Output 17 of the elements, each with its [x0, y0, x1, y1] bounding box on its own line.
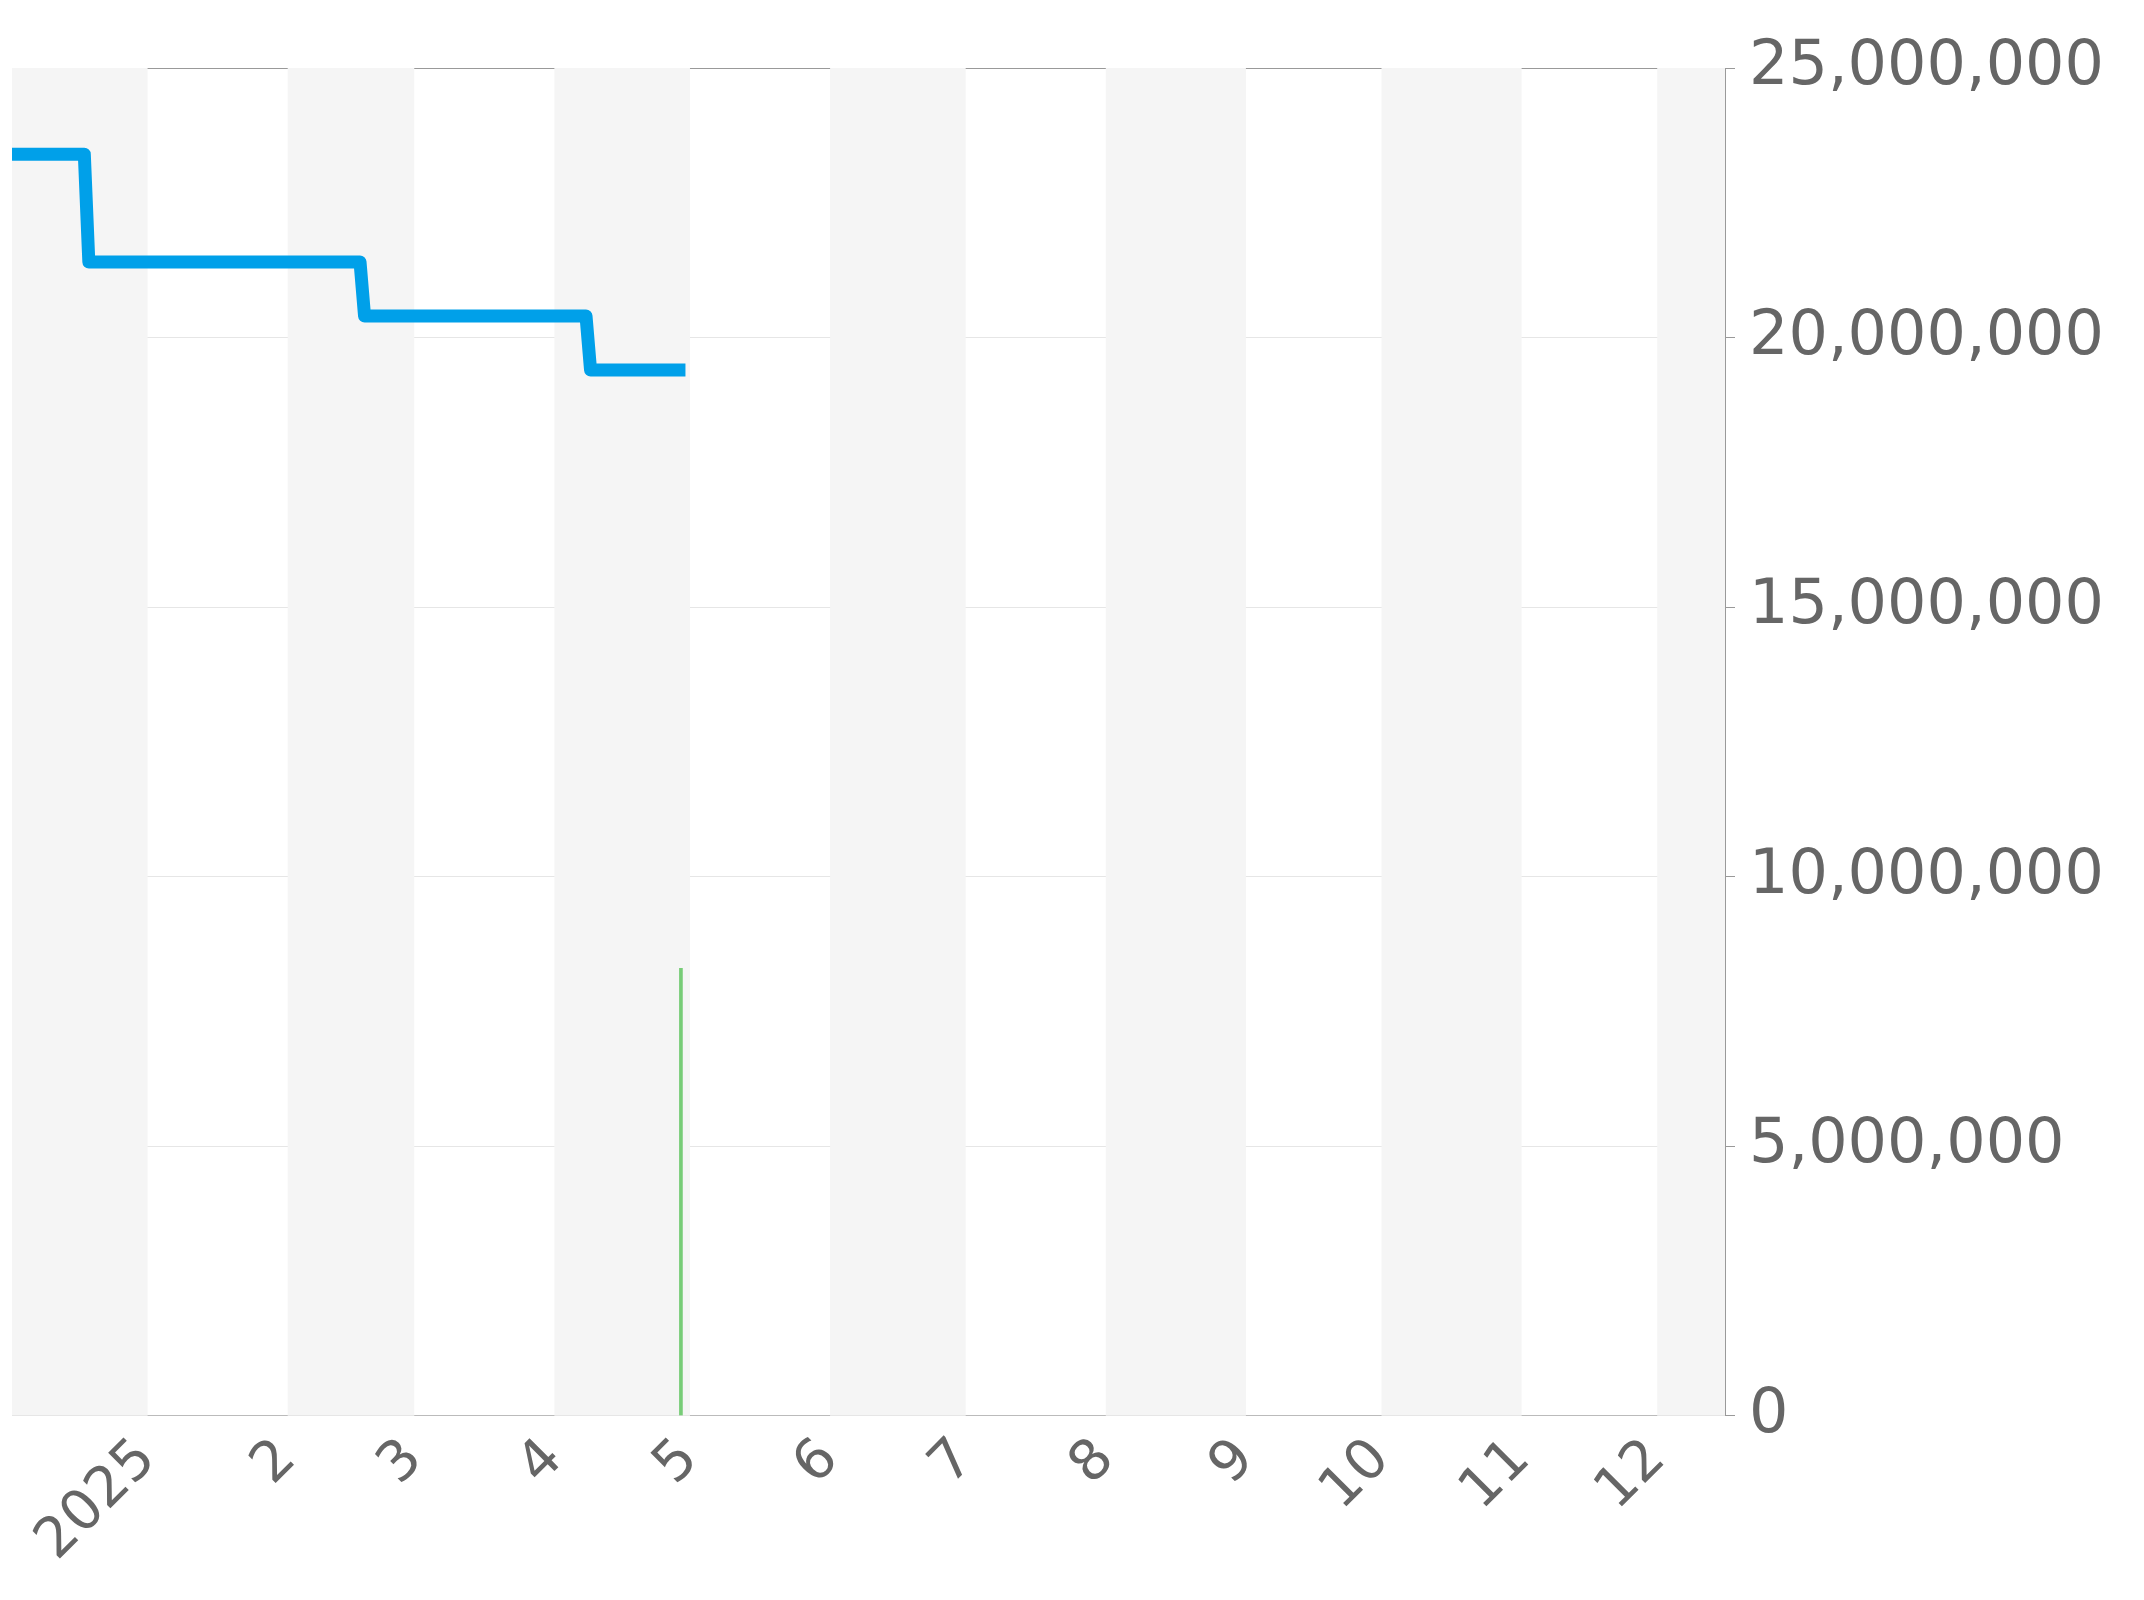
y-tick-label: 20,000,000	[1749, 295, 2105, 369]
y-tick-label: 0	[1749, 1373, 1789, 1447]
y-tick-label: 5,000,000	[1749, 1104, 2065, 1178]
y-tick-label: 10,000,000	[1749, 834, 2105, 908]
x-tick-label: 2	[236, 1423, 308, 1496]
x-tick-label: 3	[362, 1423, 434, 1496]
x-tick-label: 10	[1304, 1423, 1401, 1521]
x-tick-label: 12	[1580, 1423, 1677, 1521]
y-tick-label: 25,000,000	[1749, 26, 2105, 100]
x-tick-label: 4	[502, 1423, 574, 1496]
y-tick-label: 15,000,000	[1749, 565, 2105, 639]
x-tick-label: 6	[778, 1423, 850, 1496]
x-tick-label: 5	[638, 1423, 710, 1496]
x-tick-label: 11	[1444, 1423, 1542, 1521]
x-tick-label: 8	[1054, 1423, 1126, 1496]
x-tick-label: 7	[914, 1423, 986, 1496]
x-tick-label: 9	[1194, 1423, 1266, 1496]
